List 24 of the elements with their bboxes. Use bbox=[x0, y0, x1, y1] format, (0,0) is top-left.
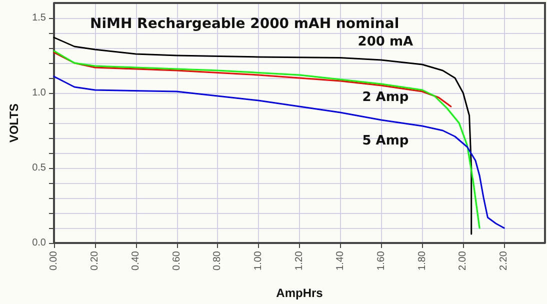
series-label: 5 Amp bbox=[362, 134, 409, 148]
x-tick-label: 0.40 bbox=[130, 250, 142, 270]
series-label: 200 mA bbox=[358, 34, 414, 50]
line-series bbox=[53, 52, 452, 108]
x-tick-label: 1.20 bbox=[294, 250, 305, 270]
y-tick-label: 0.5 bbox=[32, 162, 46, 174]
x-tick-label: 2.00 bbox=[458, 250, 469, 270]
x-tick-label: 0.00 bbox=[48, 250, 60, 270]
x-tick-label: 1.80 bbox=[416, 250, 428, 270]
x-tick-label: 1.60 bbox=[376, 250, 387, 270]
series-label: 2 Amp bbox=[362, 90, 409, 105]
x-tick-label: 1.00 bbox=[253, 250, 264, 270]
y-tick-label: 0.0 bbox=[32, 238, 46, 248]
y-tick-label: 1.0 bbox=[32, 88, 46, 98]
line-series bbox=[53, 76, 505, 229]
text: NiMH Rechargeable 2000 mAH nominal bbox=[90, 16, 400, 32]
x-axis-title: AmpHrs bbox=[276, 286, 324, 300]
y-axis-title: VOLTS bbox=[7, 103, 21, 143]
x-tick-label: 2.20 bbox=[498, 250, 510, 270]
x-tick-label: 0.20 bbox=[89, 250, 100, 270]
y-tick-label: 1.5 bbox=[32, 12, 46, 24]
x-tick-label: 0.80 bbox=[212, 250, 224, 270]
x-tick-label: 0.60 bbox=[171, 250, 182, 270]
x-tick-label: 1.40 bbox=[334, 250, 346, 270]
